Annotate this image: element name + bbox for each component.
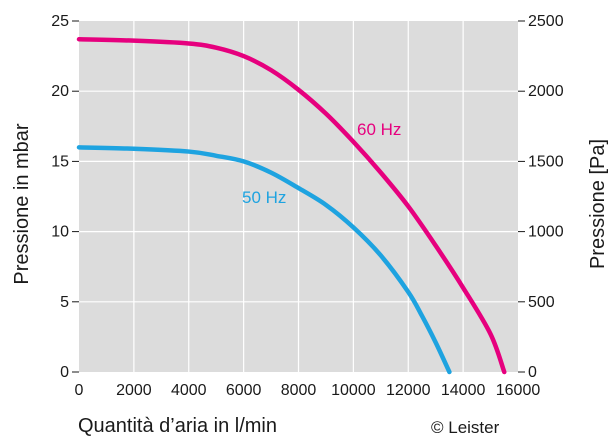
left-y-tick-label: 0 (60, 364, 69, 381)
x-tick-label: 12000 (386, 382, 431, 399)
right-y-tick-label: 500 (528, 294, 555, 311)
x-tick-label: 2000 (116, 382, 152, 399)
copyright-notice: © Leister (431, 418, 500, 436)
x-tick-label: 4000 (171, 382, 207, 399)
left-y-tick-label: 15 (51, 153, 69, 170)
right-y-axis-ticks: 0 500 1000 1500 2000 2500 (528, 13, 564, 381)
right-y-tick-label: 0 (528, 364, 537, 381)
left-y-tick-label: 10 (51, 224, 69, 241)
series-line-50-hz (76, 145, 452, 375)
x-axis-ticks: 0 2000 4000 6000 8000 10000 12000 14000 16000 (75, 382, 541, 399)
series-label-50-hz: 50 Hz (242, 188, 286, 207)
left-y-axis-ticks: 0 5 10 15 20 25 (51, 13, 69, 381)
x-tick-label: 10000 (331, 382, 376, 399)
grid (72, 20, 525, 373)
left-y-tick-label: 25 (51, 13, 69, 30)
x-tick-label: 8000 (281, 382, 317, 399)
series-curves (76, 37, 507, 375)
left-y-axis-title: Pressione in mbar (11, 123, 33, 285)
series-labels: 60 Hz 50 Hz (242, 120, 401, 207)
right-y-tick-label: 2500 (528, 13, 564, 30)
x-tick-label: 6000 (226, 382, 262, 399)
series-label-60-hz: 60 Hz (357, 120, 401, 139)
x-axis-title: Quantità d’aria in l/min (78, 415, 277, 436)
x-tick-label: 16000 (496, 382, 541, 399)
right-y-tick-label: 1500 (528, 153, 564, 170)
x-tick-label: 0 (75, 382, 84, 399)
right-y-tick-label: 1000 (528, 224, 564, 241)
left-y-tick-label: 5 (60, 294, 69, 311)
right-y-tick-label: 2000 (528, 83, 564, 100)
series-line-60-hz (76, 37, 507, 375)
x-tick-label: 14000 (441, 382, 486, 399)
left-y-tick-label: 20 (51, 83, 69, 100)
right-y-axis-title: Pressione [Pa] (587, 139, 609, 269)
